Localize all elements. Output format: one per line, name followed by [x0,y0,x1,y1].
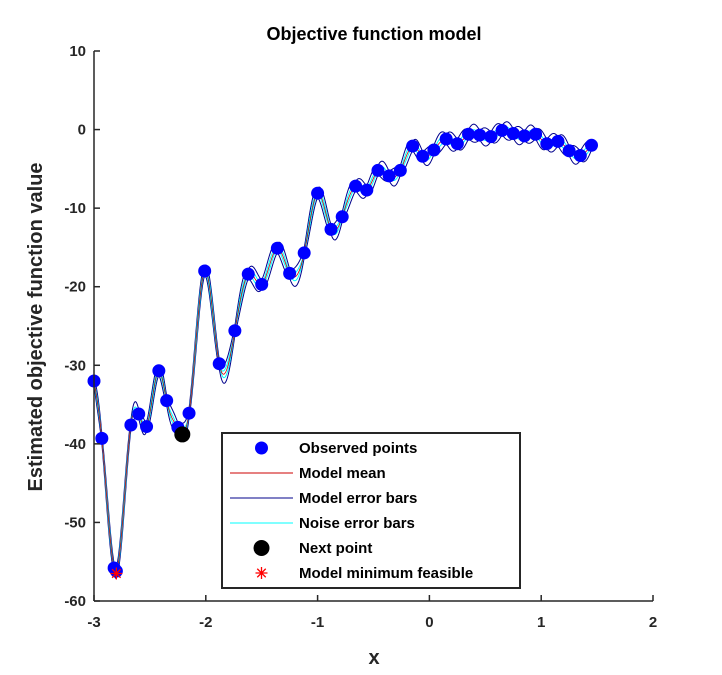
x-tick-label: 2 [649,614,657,631]
observed-point [540,137,554,151]
observed-point [297,246,311,260]
observed-point [228,324,242,338]
y-tick-label: -40 [64,436,86,453]
x-tick-label: -3 [87,614,100,631]
observed-point [349,179,363,193]
x-tick-label: -2 [199,614,212,631]
observed-point [198,264,212,278]
observed-point [160,394,174,408]
observed-point [484,130,498,144]
legend-minimum-swatch [255,567,268,579]
y-tick-label: -10 [64,200,86,217]
observed-point [517,129,531,143]
legend-label: Model minimum feasible [299,565,473,582]
next-point-marker [174,426,191,443]
observed-point [416,149,430,163]
observed-point [371,163,385,177]
chart-title: Objective function model [266,24,481,44]
observed-point [529,127,543,141]
legend-box [221,432,521,589]
legend-label: Model error bars [299,490,417,507]
y-tick-label: 10 [69,43,86,60]
observed-point [270,241,284,255]
model-error-upper-line [93,121,592,567]
model-minimum-marker [110,567,123,580]
observed-point [241,267,255,281]
y-axis-label: Estimated objective function value [25,163,47,492]
observed-point [393,163,407,177]
observed-point [212,357,226,371]
y-tick-label: 0 [78,122,86,139]
legend-label: Observed points [299,440,417,457]
observed-point [311,186,325,200]
observed-point [152,364,166,378]
x-tick-label: 1 [537,614,545,631]
observed-point [95,431,109,445]
observed-point [427,143,441,157]
observed-point [495,123,509,137]
observed-point [360,183,374,197]
y-tick-label: -20 [64,279,86,296]
observed-point [473,128,487,142]
observed-point [140,420,154,434]
observed-point [382,169,396,183]
y-tick-label: -60 [64,593,86,610]
legend-next_point-swatch [253,540,270,556]
observed-point [551,134,565,148]
x-axis-label: x [368,647,379,669]
legend-label: Next point [299,540,372,557]
observed-point [124,418,138,432]
y-tick-label: -30 [64,357,86,374]
observed-points [87,123,599,580]
observed-point [335,210,349,224]
legend-observed-swatch [255,441,268,455]
y-tick-label: -50 [64,514,86,531]
observed-point [462,127,476,141]
x-tick-label: -1 [311,614,324,631]
observed-point [506,127,520,140]
observed-point [585,138,599,152]
observed-point [255,277,269,291]
observed-point [324,222,338,236]
observed-point [406,139,420,153]
observed-point [439,132,453,146]
legend-label: Model mean [299,465,386,482]
legend: Observed points Model mean Model error bar… [221,432,521,589]
legend-label: Noise error bars [299,515,415,532]
observed-point [450,137,464,151]
observed-point [132,407,146,421]
observed-point [562,144,576,158]
x-tick-label: 0 [425,614,433,631]
observed-point [573,149,587,162]
observed-point [283,266,297,280]
observed-point [182,406,196,420]
